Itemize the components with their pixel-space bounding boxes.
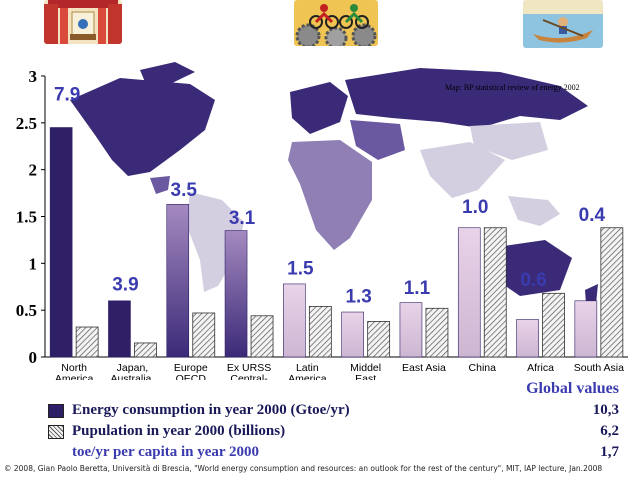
category-label: America — [55, 373, 94, 380]
legend-label-population: Pupulation in year 2000 (billions) — [72, 423, 286, 439]
energy-bar — [341, 311, 364, 358]
energy-bar — [224, 230, 248, 358]
energy-chart: Map: BP statistical review of energy 200… — [16, 62, 628, 380]
global-value-population: 6,2 — [600, 423, 619, 439]
population-bar — [308, 306, 332, 358]
category-label: East — [355, 373, 376, 380]
per-capita-label: 0.6 — [520, 270, 546, 291]
population-bar — [600, 227, 624, 358]
energy-bar — [108, 300, 131, 358]
category-label: OECD — [176, 373, 207, 380]
category-label: Australia, — [111, 373, 155, 380]
population-bar — [425, 307, 449, 358]
y-tick-label: 0.5 — [16, 301, 37, 320]
y-tick-label: 1.5 — [16, 208, 37, 227]
y-axis-ticks: 0 0.5 1 1.5 2 2.5 3 — [16, 67, 45, 367]
per-capita-label: 1.1 — [404, 278, 431, 299]
per-capita-label: 3.5 — [171, 180, 198, 201]
energy-bar — [166, 204, 190, 358]
category-label: South Asia — [574, 362, 624, 374]
y-tick-label: 2 — [29, 161, 38, 180]
population-swatch — [48, 425, 64, 439]
footer-credit: © 2008, Gian Paolo Beretta, Università d… — [4, 464, 603, 473]
global-values-title: Global values — [526, 380, 619, 397]
population-bar — [75, 326, 99, 358]
y-tick-label: 1 — [29, 254, 38, 273]
y-tick-label: 0 — [29, 348, 38, 367]
category-label: Middel — [350, 362, 381, 374]
theater-curtains-illustration — [44, 0, 122, 44]
energy-bar — [516, 319, 539, 358]
per-capita-label: 3.9 — [112, 274, 138, 295]
per-capita-label: 7.9 — [54, 84, 80, 105]
population-bar — [134, 342, 157, 358]
population-bar — [192, 312, 216, 358]
category-label: China — [469, 362, 497, 374]
y-tick-label: 2.5 — [16, 114, 37, 133]
category-label: Africa — [527, 362, 554, 374]
y-tick-label: 3 — [29, 67, 38, 86]
category-labels: NorthAmericaJapan,Australia,N.ZelandEuro… — [55, 362, 624, 380]
energy-bar — [49, 127, 73, 358]
legend-label-energy: Energy consumption in year 2000 (Gtoe/yr… — [72, 402, 350, 418]
population-bar — [542, 292, 565, 358]
category-label: Ex URSS — [227, 362, 271, 374]
per-capita-label: 0.4 — [579, 205, 606, 226]
world-map-background: Map: BP statistical review of energy 200… — [70, 62, 598, 304]
category-label: Central- — [230, 373, 268, 380]
legend-row-energy: Energy consumption in year 2000 (Gtoe/yr… — [48, 402, 623, 422]
per-capita-labels: 7.9 3.9 3.5 3.1 1.5 1.3 1.1 1.0 0.6 0.4 — [54, 84, 606, 307]
per-capita-label: 1.5 — [287, 259, 314, 280]
energy-bar — [283, 283, 306, 358]
per-capita-label: 1.3 — [345, 287, 371, 308]
per-capita-label: 3.1 — [229, 208, 256, 229]
energy-bar — [399, 302, 423, 358]
category-label: East Asia — [402, 362, 446, 374]
category-label: Latin — [296, 362, 319, 374]
bars — [49, 127, 624, 358]
map-source-note: Map: BP statistical review of energy 200… — [445, 83, 580, 92]
population-bar — [250, 315, 274, 358]
population-bar — [367, 321, 391, 358]
per-capita-label: 1.0 — [462, 197, 488, 218]
category-label: America — [288, 373, 327, 380]
rowing-boat-illustration — [523, 0, 603, 48]
legend-row-population: Pupulation in year 2000 (billions) 6,2 — [48, 423, 623, 443]
legend-row-per-capita: toe/yr per capita in year 2000 1,7 — [48, 444, 623, 464]
category-label: Europe — [174, 362, 208, 374]
category-label: Japan, — [117, 362, 149, 374]
category-label: North — [61, 362, 87, 374]
global-value-energy: 10,3 — [592, 402, 619, 418]
cyclists-on-gears-illustration — [294, 0, 378, 46]
global-value-per-capita: 1,7 — [600, 444, 619, 460]
energy-bar — [574, 300, 598, 358]
population-bar — [483, 227, 507, 358]
legend-label-per-capita: toe/yr per capita in year 2000 — [72, 444, 260, 460]
legend: Global values Energy consumption in year… — [48, 380, 623, 462]
energy-swatch — [48, 404, 64, 418]
energy-bar — [457, 227, 481, 358]
